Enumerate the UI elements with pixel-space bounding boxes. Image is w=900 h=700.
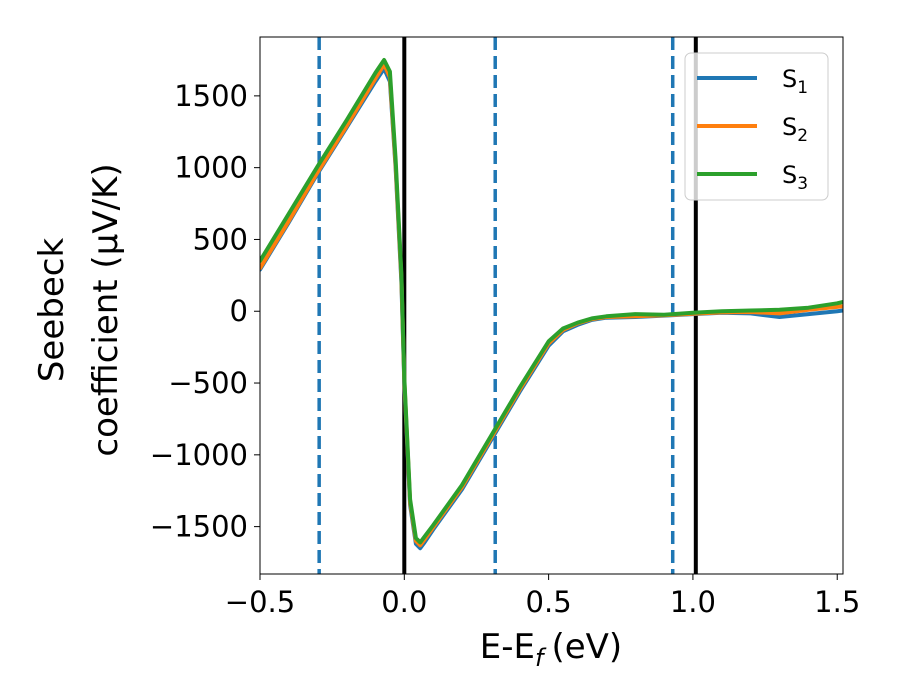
x-tick-label: 0.0 bbox=[381, 585, 427, 619]
y-axis-label-line2: coefficient (μV/K) bbox=[86, 163, 126, 456]
x-tick-label: −0.5 bbox=[225, 585, 295, 619]
y-tick-label: 0 bbox=[230, 294, 248, 328]
x-axis-label: E-Ef (eV) bbox=[480, 627, 622, 672]
x-axis-ticks: −0.5 0.0 0.5 1.0 1.5 bbox=[225, 574, 860, 619]
y-tick-label: 1000 bbox=[174, 151, 248, 185]
plot-frame bbox=[259, 36, 844, 575]
x-tick-label: 0.5 bbox=[526, 585, 572, 619]
reference-lines bbox=[317, 37, 698, 574]
y-tick-label: 500 bbox=[193, 222, 248, 256]
y-tick-label: −1500 bbox=[150, 510, 248, 544]
y-tick-label: 1500 bbox=[174, 79, 248, 113]
legend-label-s1: S1 bbox=[782, 65, 808, 98]
series-lines bbox=[260, 58, 843, 551]
x-axis-label-subscript: f bbox=[535, 644, 547, 672]
legend-label-s3: S3 bbox=[782, 161, 808, 194]
y-tick-label: −500 bbox=[168, 366, 248, 400]
x-tick-label: 1.0 bbox=[670, 585, 716, 619]
x-axis-label-unit: (eV) bbox=[551, 627, 622, 667]
legend: S1 S2 S3 bbox=[684, 52, 829, 201]
y-axis-label-line1: Seebeck bbox=[32, 238, 72, 383]
y-axis-ticks: −1500 −1000 −500 0 500 1000 1500 bbox=[150, 79, 260, 544]
series-line-s3 bbox=[260, 58, 843, 545]
y-axis-label: Seebeck coefficient (μV/K) bbox=[32, 163, 126, 456]
y-tick-label: −1000 bbox=[150, 438, 248, 472]
legend-label-s2: S2 bbox=[782, 113, 808, 146]
x-tick-label: 1.5 bbox=[814, 585, 860, 619]
